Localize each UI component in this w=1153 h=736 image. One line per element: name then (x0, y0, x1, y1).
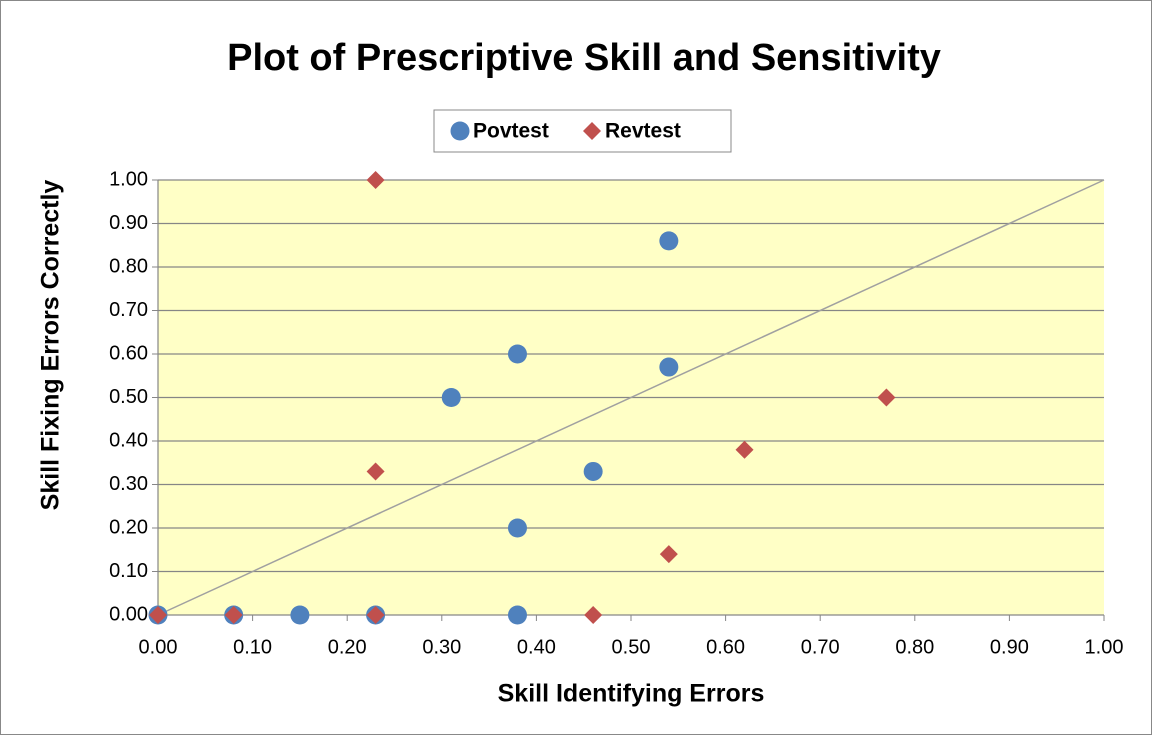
x-tick-label: 0.20 (328, 636, 367, 658)
point (659, 545, 678, 564)
point (659, 357, 679, 377)
y-tick-label: 0.20 (109, 516, 148, 538)
y-tick-label: 0.50 (109, 386, 148, 408)
point (507, 344, 527, 364)
x-tick-label: 0.60 (706, 636, 745, 658)
point (366, 462, 385, 481)
x-tick-label: 0.50 (612, 636, 651, 658)
y-axis-title: Skill Fixing Errors Correctly (37, 180, 65, 511)
legend-label: Revtest (605, 120, 681, 143)
y-tick-label: 0.60 (109, 342, 148, 364)
point (441, 388, 461, 407)
x-tick-label: 1.00 (1085, 636, 1124, 658)
point (507, 518, 527, 538)
legend-box (433, 109, 732, 153)
x-tick-label: 0.40 (517, 636, 556, 658)
point (735, 440, 754, 459)
y-tick-label: 0.40 (109, 429, 148, 451)
x-tick-label: 0.80 (895, 636, 934, 658)
chart-title: Plot of Prescriptive Skill and Sensitivi… (227, 37, 941, 79)
y-tick-label: 0.70 (109, 299, 148, 321)
point (224, 606, 243, 624)
point (290, 605, 310, 625)
x-tick-label: 0.70 (801, 636, 840, 658)
y-tick-label: 0.30 (109, 473, 148, 495)
diagonal-line (157, 179, 1105, 616)
point (583, 461, 603, 481)
legend-marker (450, 121, 470, 141)
point (659, 231, 679, 251)
legend-marker (583, 122, 601, 140)
y-tick-label: 0.80 (109, 255, 148, 277)
point (584, 606, 603, 624)
point (149, 606, 167, 624)
legend-label: Povtest (473, 120, 549, 143)
x-tick-label: 0.90 (990, 636, 1029, 658)
y-tick-label: 0.00 (109, 603, 148, 625)
point (507, 605, 527, 625)
y-tick-label: 1.00 (109, 168, 148, 190)
y-tick-label: 0.10 (109, 560, 148, 582)
point (366, 171, 385, 189)
point (366, 606, 385, 624)
x-tick-label: 0.10 (233, 636, 272, 658)
x-tick-label: 0.30 (422, 636, 461, 658)
y-tick-label: 0.90 (109, 212, 148, 234)
x-tick-label: 0.00 (139, 636, 178, 658)
x-axis-title: Skill Identifying Errors (498, 680, 765, 708)
point (877, 388, 896, 407)
